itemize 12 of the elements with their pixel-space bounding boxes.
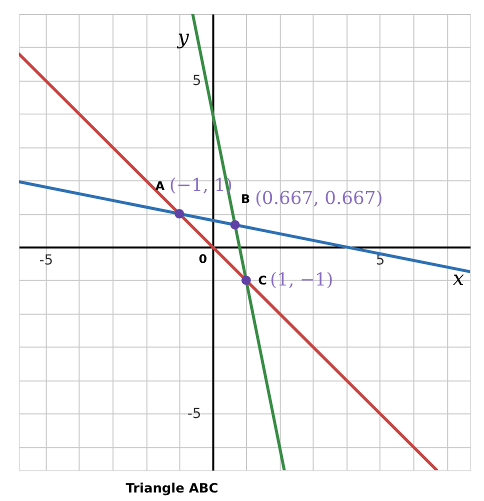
annotation: C	[258, 273, 267, 288]
point	[230, 220, 240, 230]
data-label: (1, −1)	[270, 269, 334, 290]
y-axis-title: y	[176, 26, 190, 49]
annotation: A	[155, 178, 166, 193]
point	[241, 276, 251, 286]
annotation: B	[241, 192, 250, 206]
annotation: 0	[198, 252, 208, 266]
point	[174, 209, 184, 218]
data-label: (0.667, 0.667)	[254, 188, 383, 209]
x-axis-title: x	[452, 266, 464, 290]
text: Triangle ABC	[126, 482, 218, 497]
